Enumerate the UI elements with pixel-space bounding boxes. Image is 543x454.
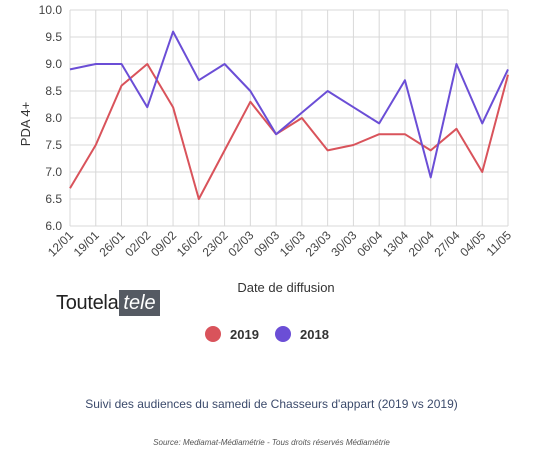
y-tick-label: 6.5 bbox=[45, 192, 62, 206]
x-tick-label: 04/05 bbox=[457, 228, 488, 259]
x-tick-label: 02/02 bbox=[122, 228, 153, 259]
legend-swatch-2018 bbox=[275, 326, 291, 342]
x-tick-label: 09/02 bbox=[148, 228, 179, 259]
logo-box-text: tele bbox=[119, 290, 160, 316]
y-tick-label: 8.0 bbox=[45, 111, 62, 125]
x-tick-label: 30/03 bbox=[328, 228, 359, 259]
x-tick-label: 23/02 bbox=[200, 228, 231, 259]
series-line-2018 bbox=[69, 30, 509, 179]
y-tick-labels: 6.0 6.5 7.0 7.5 8.0 8.5 9.0 9.5 10.0 bbox=[39, 3, 63, 233]
x-tick-label: 13/04 bbox=[380, 228, 411, 259]
x-tick-label: 27/04 bbox=[431, 228, 462, 259]
x-tick-label: 23/03 bbox=[303, 228, 334, 259]
x-tick-label: 06/04 bbox=[354, 228, 385, 259]
x-tick-label: 20/04 bbox=[406, 228, 437, 259]
series-lines bbox=[69, 30, 509, 200]
y-tick-label: 10.0 bbox=[39, 3, 63, 17]
legend-swatch-2019 bbox=[205, 326, 221, 342]
y-tick-label: 8.5 bbox=[45, 84, 62, 98]
y-tick-label: 7.0 bbox=[45, 165, 62, 179]
x-tick-label: 02/03 bbox=[225, 228, 256, 259]
legend: 2019 2018 bbox=[205, 326, 329, 342]
x-axis-title: Date de diffusion bbox=[237, 280, 334, 295]
x-tick-label: 16/02 bbox=[174, 228, 205, 259]
legend-label-2018: 2018 bbox=[300, 327, 329, 342]
x-tick-label: 09/03 bbox=[251, 228, 282, 259]
y-tick-label: 7.5 bbox=[45, 138, 62, 152]
y-tick-label: 9.5 bbox=[45, 30, 62, 44]
legend-item-2018[interactable]: 2018 bbox=[275, 326, 329, 342]
series-line-2019 bbox=[69, 63, 509, 200]
x-tick-label: 16/03 bbox=[277, 228, 308, 259]
x-tick-label: 11/05 bbox=[484, 228, 515, 259]
y-tick-label: 6.0 bbox=[45, 219, 62, 233]
legend-label-2019: 2019 bbox=[230, 327, 259, 342]
x-tick-labels: 12/0119/0126/0102/0209/0216/0223/0202/03… bbox=[45, 228, 514, 259]
y-tick-label: 9.0 bbox=[45, 57, 62, 71]
logo-text: Toutela bbox=[56, 291, 119, 314]
y-axis-title: PDA 4+ bbox=[18, 102, 33, 146]
x-tick-label: 26/01 bbox=[97, 228, 128, 259]
grid-lines bbox=[69, 9, 509, 227]
legend-item-2019[interactable]: 2019 bbox=[205, 326, 259, 342]
x-tick-label: 19/01 bbox=[71, 228, 102, 259]
chart-caption: Suivi des audiences du samedi de Chasseu… bbox=[85, 397, 458, 411]
source-note: Source: Mediamat-Médiamétrie - Tous droi… bbox=[153, 438, 390, 447]
toutelatele-logo: Toutela tele bbox=[56, 290, 160, 316]
